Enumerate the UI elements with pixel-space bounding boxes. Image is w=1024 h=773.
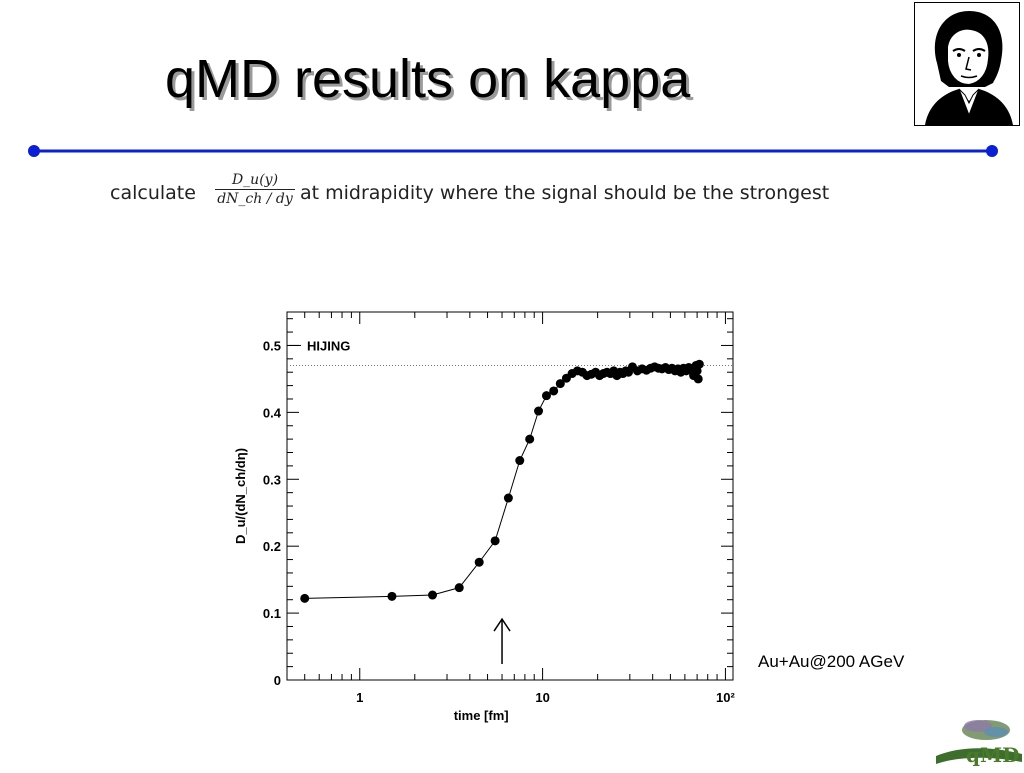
data-point: [515, 456, 525, 466]
data-point: [474, 557, 484, 567]
data-point: [525, 434, 535, 444]
divider-right-dot: [986, 145, 998, 157]
data-point: [541, 391, 551, 401]
formula-fraction: D_u(y) dN_ch / dy: [215, 172, 295, 207]
x-axis-title: time [fm]: [454, 708, 509, 723]
qmd-logo: qMD: [930, 710, 1024, 768]
data-point: [503, 493, 513, 503]
plot-frame: [286, 311, 734, 681]
formula-denominator: dN_ch / dy: [217, 191, 293, 207]
y-tick-label: 0.5: [263, 338, 281, 353]
data-point: [300, 593, 310, 603]
y-tick-label: 0.3: [263, 472, 281, 487]
collision-annotation: Au+Au@200 AGeV: [758, 652, 905, 671]
data-point: [428, 590, 438, 600]
legend-label: HIJING: [307, 338, 350, 353]
formula-prefix: calculate: [110, 182, 196, 204]
data-point: [694, 359, 704, 369]
title-divider: [28, 145, 998, 157]
slide-title: qMD results on kappa: [165, 49, 691, 109]
arrow-head: [493, 617, 511, 632]
data-point: [454, 583, 464, 593]
y-tick-label: 0: [274, 673, 281, 688]
data-point: [490, 536, 500, 546]
data-point: [693, 374, 703, 384]
y-tick-label: 0.2: [263, 539, 281, 554]
y-axis-title: D_u/(dN_ch/dη): [233, 448, 248, 544]
data-point: [549, 386, 559, 396]
kappa-chart: 0 0.1 0.2 0.3 0.4 0.5 1 10 10² time [fm] D_u/(dN_c…: [233, 311, 735, 723]
divider-left-dot: [28, 145, 40, 157]
formula-line: calculate D_u(y) dN_ch / dy at midrapidi…: [110, 170, 930, 216]
formula-numerator: D_u(y): [215, 172, 295, 190]
chart-container: 0 0.1 0.2 0.3 0.4 0.5 1 10 10² time [fm] D_u/(dN_c…: [225, 300, 745, 730]
data-point: [555, 379, 565, 389]
data-point: [387, 591, 397, 601]
formula-suffix: at midrapidity where the signal should b…: [300, 182, 830, 204]
x-tick-label: 1: [356, 690, 363, 705]
x-tick-label: 10: [535, 690, 549, 705]
goethe-portrait-logo: [914, 2, 1020, 126]
y-tick-label: 0.1: [263, 606, 281, 621]
y-tick-label: 0.4: [263, 405, 282, 420]
qmd-logo-text: qMD: [966, 743, 1019, 767]
series-line: [304, 364, 700, 599]
x-tick-label: 10²: [716, 690, 735, 705]
data-point: [534, 406, 544, 416]
